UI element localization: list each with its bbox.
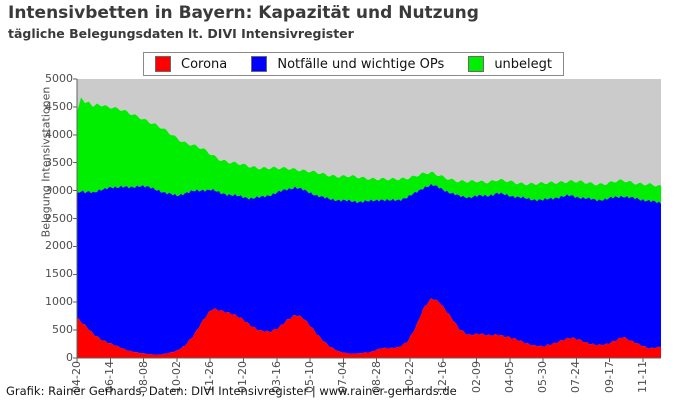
legend-label-unbelegt: unbelegt [494,56,552,72]
corona-swatch-icon [155,56,171,72]
legend-label-notfaelle: Notfälle und wichtige OPs [277,56,445,72]
x-tick-label: 11-11 [636,361,649,393]
y-tick-label: 3500 [45,155,73,169]
y-tick-label: 4500 [45,99,73,113]
y-tick-label: 0 [66,351,73,364]
x-tick-label: 02-09 [469,361,483,393]
y-tick-label: 1500 [45,267,73,281]
y-tick-label: 3000 [45,183,73,197]
x-tick-label: 04-05 [502,361,516,393]
y-tick-label: 500 [52,323,73,337]
y-tick-label: 1000 [45,295,73,309]
x-tick-label: 07-24 [569,361,583,393]
y-tick-label: 2500 [45,211,73,225]
y-tick-label: 2000 [45,239,73,253]
x-tick-label: 09-17 [602,361,616,393]
credit-line: Grafik: Rainer Gerhards, Daten: DIVI Int… [6,384,457,398]
legend-label-corona: Corona [181,56,228,72]
y-tick-label: 5000 [45,72,73,85]
y-tick-label: 4000 [45,127,73,141]
notfaelle-swatch-icon [251,56,268,72]
chart-title: Intensivbetten in Bayern: Kapazität und … [8,3,479,23]
legend-item-corona: Corona [155,56,227,72]
legend-box: Corona Notfälle und wichtige OPs unbeleg… [143,52,564,76]
legend-item-unbelegt: unbelegt [468,56,552,72]
chart-subtitle: tägliche Belegungsdaten lt. DIVI Intensi… [8,26,354,41]
unbelegt-swatch-icon [468,56,485,72]
x-tick-label: 05-30 [536,361,550,393]
legend-item-notfaelle: Notfälle und wichtige OPs [251,56,444,72]
